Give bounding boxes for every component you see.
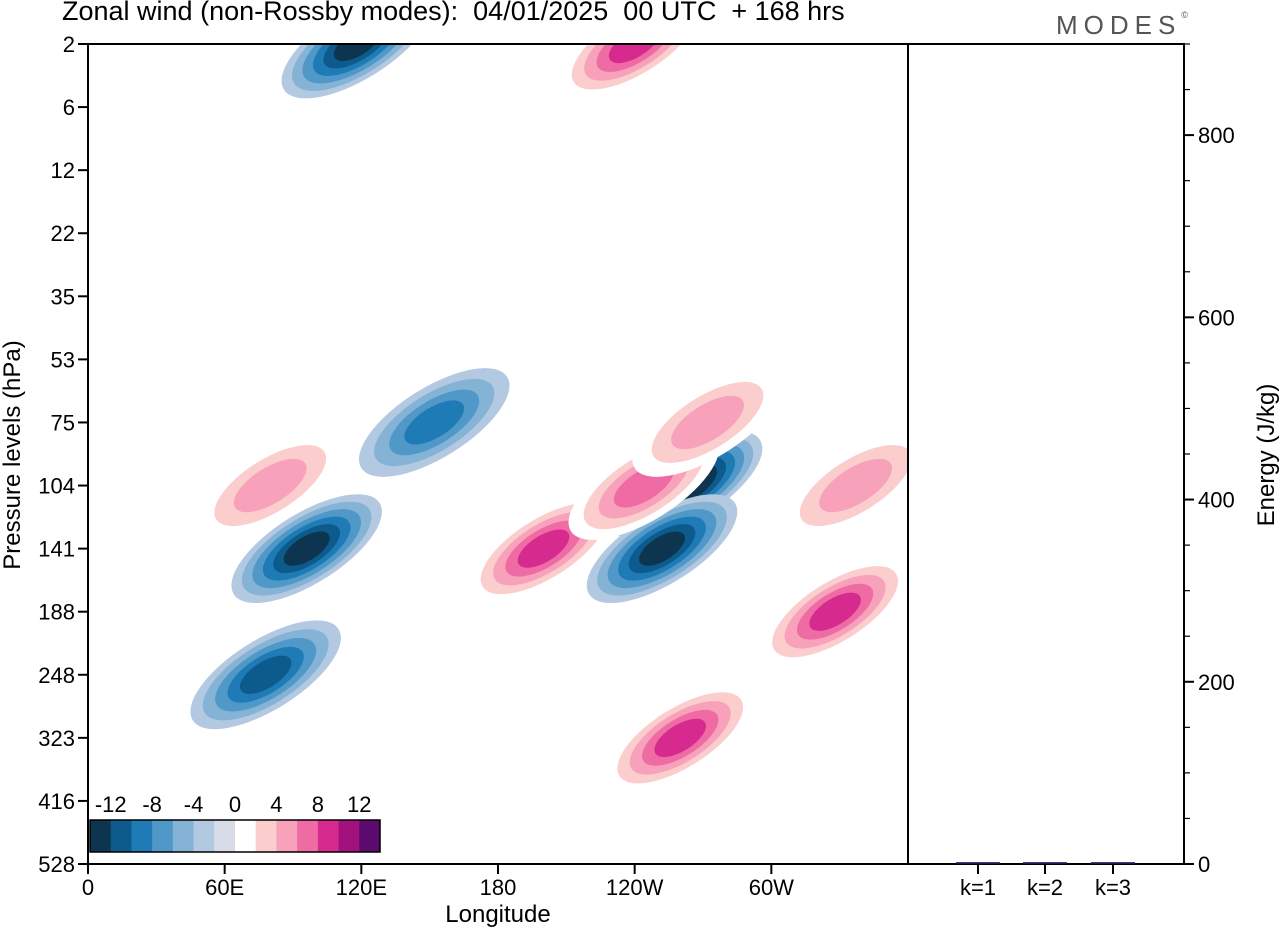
x-tick-label: 60E [205,875,244,900]
x-tick-label: 0 [82,875,94,900]
wind-feature [190,620,341,730]
energy-category-label: k=1 [960,875,996,900]
colorbar-swatch [90,820,112,852]
wind-feature [604,683,756,793]
colorbar-tick-label: -8 [142,792,162,817]
wind-feature [231,494,382,604]
wind-feature [586,494,738,604]
wind-feature [559,44,710,99]
y-tick-label: 248 [38,663,75,688]
contour-band [517,529,570,568]
colorbar: -12 -8 -4 0 4 8 12 [89,792,381,853]
energy-axis-title: Energy (J/kg) [1253,384,1280,527]
contour-band [333,44,380,62]
y-tick-label: 416 [38,789,75,814]
y-tick-label: 323 [38,726,75,751]
y-tick-label: 75 [51,410,75,435]
colorbar-swatch [359,820,381,852]
colorbar-swatch [317,820,340,852]
wind-feature [759,557,908,667]
colorbar-tick-label: 12 [347,792,371,817]
wind-feature [632,368,783,477]
colorbar-swatch [152,820,174,852]
x-tick-label: 120E [336,875,387,900]
y-tick-label: 104 [38,474,75,499]
contour-band [809,592,861,631]
y-tick-label: 22 [51,221,75,246]
colorbar-swatch [255,820,277,852]
energy-tick-label: 400 [1198,488,1235,513]
contour-band [404,400,465,445]
y-tick-label: 12 [51,158,75,183]
colorbar-swatch [131,820,153,852]
colorbar-tick-label: 0 [229,792,241,817]
contour-band [608,44,661,64]
plot-frame [87,43,909,865]
x-axis: 0 60E 120E 180 120W 60W [82,864,794,900]
y-axis-title: Pressure levels (hPa) [0,340,26,569]
x-axis-title: Longitude [445,901,550,928]
energy-bars: k=1 k=2 k=3 [956,862,1135,900]
wind-feature [780,431,908,540]
colorbar-frame [89,819,381,853]
energy-category-label: k=3 [1095,875,1131,900]
colorbar-swatch [193,820,215,852]
y-tick-label: 188 [38,600,75,625]
energy-bar [1091,862,1135,864]
x-tick-label: 120W [606,875,664,900]
wind-feature [358,368,510,477]
colorbar-swatch [276,820,298,852]
colorbar-swatch [214,820,236,852]
colorbar-swatch [297,820,319,852]
y-tick-label: 141 [38,537,75,562]
colorbar-swatch [235,820,257,852]
energy-category-label: k=2 [1027,875,1063,900]
contour-band [671,395,744,450]
colorbar-swatch [110,820,132,852]
colorbar-swatch [172,820,195,852]
x-tick-label: 60W [749,875,794,900]
brand-logo: MODES© [1056,10,1188,41]
y-tick-label: 35 [51,284,75,309]
contour-band [639,531,685,566]
chart-title: Zonal wind (non-Rossby modes): 04/01/202… [62,0,845,26]
wind-feature [281,44,433,99]
energy-tick-label: 0 [1198,852,1210,877]
y-tick-label: 53 [51,347,75,372]
contour-band [654,718,707,757]
x-tick-label: 180 [480,875,517,900]
energy-tick-label: 600 [1198,305,1235,330]
y-tick-label: 2 [63,32,75,57]
wind-feature [194,431,346,540]
brand-copyright-mark: © [1181,10,1188,20]
colorbar-tick-label: -4 [184,792,204,817]
colorbar-tick-label: -12 [95,792,127,817]
colorbar-tick-label: 4 [270,792,282,817]
contour-band [819,458,892,513]
heatmap-field [190,44,908,793]
colorbar-tick-label: 8 [312,792,324,817]
contour-band [283,531,330,566]
y-axis: 2 6 12 22 35 53 75 104 141 188 248 323 416 528 [38,32,88,877]
energy-y-axis: 0 200 400 600 800 [1184,43,1235,877]
energy-panel-frame [907,43,1185,865]
energy-bar [1023,862,1067,864]
energy-bar [956,862,1000,864]
contour-band [233,458,307,513]
contour-band [239,655,292,694]
brand-text: MODES [1056,10,1182,40]
y-tick-label: 528 [38,852,75,877]
energy-tick-label: 200 [1198,670,1235,695]
y-tick-label: 6 [63,95,75,120]
energy-tick-label: 800 [1198,123,1235,148]
colorbar-swatch [338,820,360,852]
